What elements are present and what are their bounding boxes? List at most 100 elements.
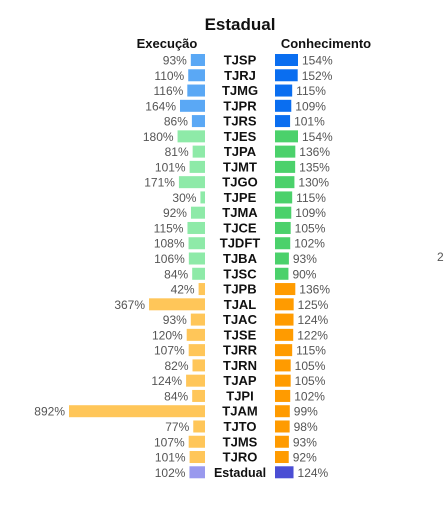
conhecimento-label-tjmt: 135% — [299, 160, 330, 174]
conhecimento-bar-tjrr — [275, 344, 293, 357]
chart-title: Estadual — [205, 15, 276, 34]
execucao-label-tjrj: 110% — [154, 69, 184, 83]
execucao-bar-tjrr — [188, 344, 205, 357]
execucao-bar-tjac — [190, 313, 205, 326]
category-label-tjdft: TJDFT — [220, 236, 261, 251]
category-label-tjto: TJTO — [224, 419, 257, 434]
execucao-bar-tjap — [186, 374, 205, 387]
conhecimento-bar-tjpe — [275, 191, 293, 204]
execucao-label-estadual: 102% — [155, 466, 186, 480]
conhecimento-label-tjma: 109% — [295, 206, 326, 220]
conhecimento-label-tjgo: 130% — [298, 176, 329, 190]
conhecimento-label-tjap: 105% — [295, 374, 326, 388]
conhecimento-bar-tjac — [275, 313, 294, 326]
execucao-label-tjsp: 93% — [163, 54, 187, 68]
category-label-tjal: TJAL — [224, 297, 257, 312]
execucao-label-tjap: 124% — [151, 374, 182, 388]
category-label-tjma: TJMA — [222, 205, 258, 220]
category-label-tjrr: TJRR — [223, 343, 258, 358]
execucao-label-tjmg: 116% — [153, 84, 183, 98]
conhecimento-label-estadual: 124% — [298, 466, 329, 480]
execucao-label-tjba: 106% — [154, 252, 185, 266]
execucao-label-tjpb: 42% — [171, 283, 195, 297]
execucao-label-tjma: 92% — [163, 206, 187, 220]
execucao-label-tjro: 101% — [155, 451, 186, 465]
category-label-tjpb: TJPB — [223, 282, 256, 297]
conhecimento-bar-tjes — [275, 130, 298, 143]
category-label-tjro: TJRO — [223, 450, 258, 465]
execucao-label-tjam: 892% — [34, 405, 65, 419]
conhecimento-bar-tjap — [275, 374, 291, 387]
execucao-label-tjpa: 81% — [165, 145, 189, 159]
conhecimento-label-tjam: 99% — [294, 405, 318, 419]
execucao-bar-tjce — [187, 221, 205, 234]
conhecimento-label-tjce: 105% — [295, 221, 326, 235]
conhecimento-label-tjmg: 115% — [296, 84, 326, 98]
category-label-tjpr: TJPR — [223, 98, 257, 113]
cut-off-label: 2 — [437, 250, 444, 264]
execucao-label-tjto: 77% — [165, 420, 189, 434]
conhecimento-label-tjdft: 102% — [294, 237, 325, 251]
execucao-label-tjsc: 84% — [164, 267, 188, 281]
execucao-bar-tjpa — [192, 145, 205, 158]
conhecimento-label-tjrj: 152% — [302, 69, 333, 83]
conhecimento-bar-tjse — [275, 328, 294, 341]
execucao-bar-tjrj — [188, 69, 205, 82]
conhecimento-bar-tjce — [275, 221, 291, 234]
execucao-bar-tjdft — [188, 237, 205, 250]
conhecimento-bar-tjro — [275, 451, 289, 464]
execucao-label-tjmt: 101% — [155, 160, 186, 174]
execucao-bar-tjmg — [187, 84, 205, 97]
execucao-label-tjrs: 86% — [164, 115, 188, 129]
conhecimento-bar-tjma — [275, 206, 292, 219]
left-series-header: Execução — [137, 36, 198, 51]
category-label-tjsc: TJSC — [223, 266, 257, 281]
execucao-label-tjac: 93% — [163, 313, 187, 327]
execucao-bar-tjal — [149, 298, 205, 311]
category-label-estadual: Estadual — [214, 466, 266, 480]
category-label-tjmt: TJMT — [223, 159, 257, 174]
execucao-label-tjrn: 82% — [164, 359, 188, 373]
execucao-bar-tjes — [177, 130, 205, 143]
conhecimento-bar-tjam — [275, 405, 290, 418]
execucao-bar-tjrn — [192, 359, 205, 372]
conhecimento-label-tjro: 92% — [293, 451, 317, 465]
conhecimento-bar-estadual — [275, 466, 294, 479]
category-label-tjap: TJAP — [223, 373, 257, 388]
category-label-tjmg: TJMG — [222, 83, 258, 98]
conhecimento-bar-tjmt — [275, 160, 296, 173]
category-label-tjba: TJBA — [223, 251, 258, 266]
execucao-label-tjpr: 164% — [145, 99, 176, 113]
conhecimento-bar-tjrs — [275, 115, 291, 128]
conhecimento-label-tjto: 98% — [294, 420, 318, 434]
category-label-tjrn: TJRN — [223, 358, 257, 373]
category-label-tjpe: TJPE — [224, 190, 257, 205]
conhecimento-bar-tjsc — [275, 267, 289, 280]
chart-rows: 93% TJSP 154% 110% TJRJ 152% 116% TJMG 115% 164% T… — [34, 53, 333, 480]
conhecimento-bar-tjrn — [275, 359, 291, 372]
conhecimento-bar-tjrj — [275, 69, 298, 82]
conhecimento-bar-tjal — [275, 298, 294, 311]
category-label-tjac: TJAC — [223, 312, 258, 327]
category-label-tjpa: TJPA — [224, 144, 257, 159]
execucao-bar-tjma — [190, 206, 205, 219]
execucao-bar-tjgo — [178, 176, 205, 189]
conhecimento-label-tjpe: 115% — [296, 191, 326, 205]
execucao-bar-tjsc — [192, 267, 205, 280]
category-label-tjsp: TJSP — [224, 53, 257, 68]
conhecimento-label-tjse: 122% — [297, 328, 328, 342]
conhecimento-label-tjpi: 102% — [294, 389, 325, 403]
conhecimento-label-tjba: 93% — [293, 252, 317, 266]
conhecimento-label-tjrs: 101% — [294, 115, 325, 129]
execucao-label-tjrr: 107% — [154, 344, 185, 358]
conhecimento-bar-tjpi — [275, 389, 291, 402]
conhecimento-label-tjrr: 115% — [296, 344, 326, 358]
conhecimento-bar-tjpb — [275, 283, 296, 296]
category-label-tjce: TJCE — [223, 220, 257, 235]
execucao-label-tjdft: 108% — [154, 237, 185, 251]
conhecimento-label-tjal: 125% — [298, 298, 329, 312]
conhecimento-bar-tjba — [275, 252, 289, 265]
category-label-tjrs: TJRS — [223, 114, 257, 129]
conhecimento-label-tjpr: 109% — [295, 99, 326, 113]
